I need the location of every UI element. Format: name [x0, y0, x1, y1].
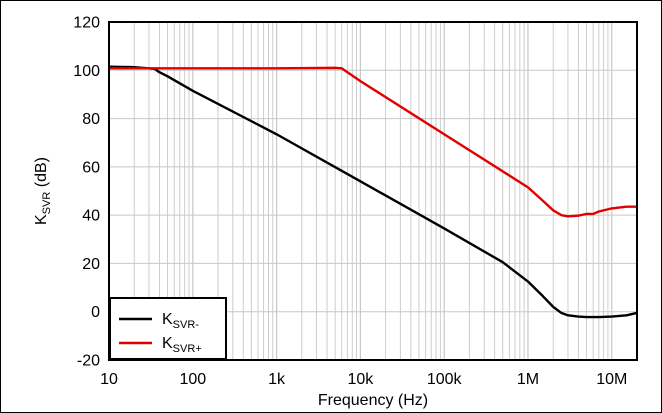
y-tick-label: 40 [82, 208, 100, 225]
x-tick-label: 10M [596, 371, 627, 388]
legend-box [109, 297, 227, 360]
x-tick-label: 100k [427, 371, 463, 388]
series-layer [108, 65, 638, 319]
legend-label-ksvr-minus: KSVR- [162, 311, 199, 331]
y-tick-label: 100 [73, 63, 100, 80]
legend-label-ksvr-minus-sub: SVR- [173, 319, 200, 331]
legend: KSVR- KSVR+ [109, 297, 227, 360]
legend-label-ksvr-plus: KSVR+ [162, 335, 202, 355]
x-tick-label: 1k [268, 371, 286, 388]
x-axis-label: Frequency (Hz) [318, 392, 428, 409]
y-axis-label: KSVR (dB) [33, 157, 53, 225]
x-tick-label: 1M [517, 371, 539, 388]
y-tick-label: 60 [82, 159, 100, 176]
y-tick-label: 20 [82, 256, 100, 273]
x-tick-label: 10k [347, 371, 374, 388]
y-tick-label: -20 [77, 353, 100, 370]
legend-label-ksvr-plus-sub: SVR+ [173, 343, 202, 355]
y-axis-label-sub: SVR [41, 192, 53, 215]
y-tick-label: 0 [91, 304, 100, 321]
y-axis-label-rest: (dB) [33, 157, 50, 192]
y-axis-label-main: K [33, 214, 50, 225]
y-tick-label: 120 [73, 15, 100, 32]
y-tick-label: 80 [82, 111, 100, 128]
legend-label-ksvr-plus-main: K [162, 335, 173, 352]
plot-border [108, 21, 638, 361]
x-tick-label: 10 [100, 371, 118, 388]
series-line-ksvr-minus [108, 65, 638, 319]
tick-labels: 10 100 1k 10k 100k 1M 10M -20 0 20 40 60 80 100 120 [73, 15, 627, 389]
series-line-ksvr-plus [109, 66, 637, 218]
legend-label-ksvr-minus-main: K [162, 311, 173, 328]
x-tick-label: 100 [179, 371, 206, 388]
